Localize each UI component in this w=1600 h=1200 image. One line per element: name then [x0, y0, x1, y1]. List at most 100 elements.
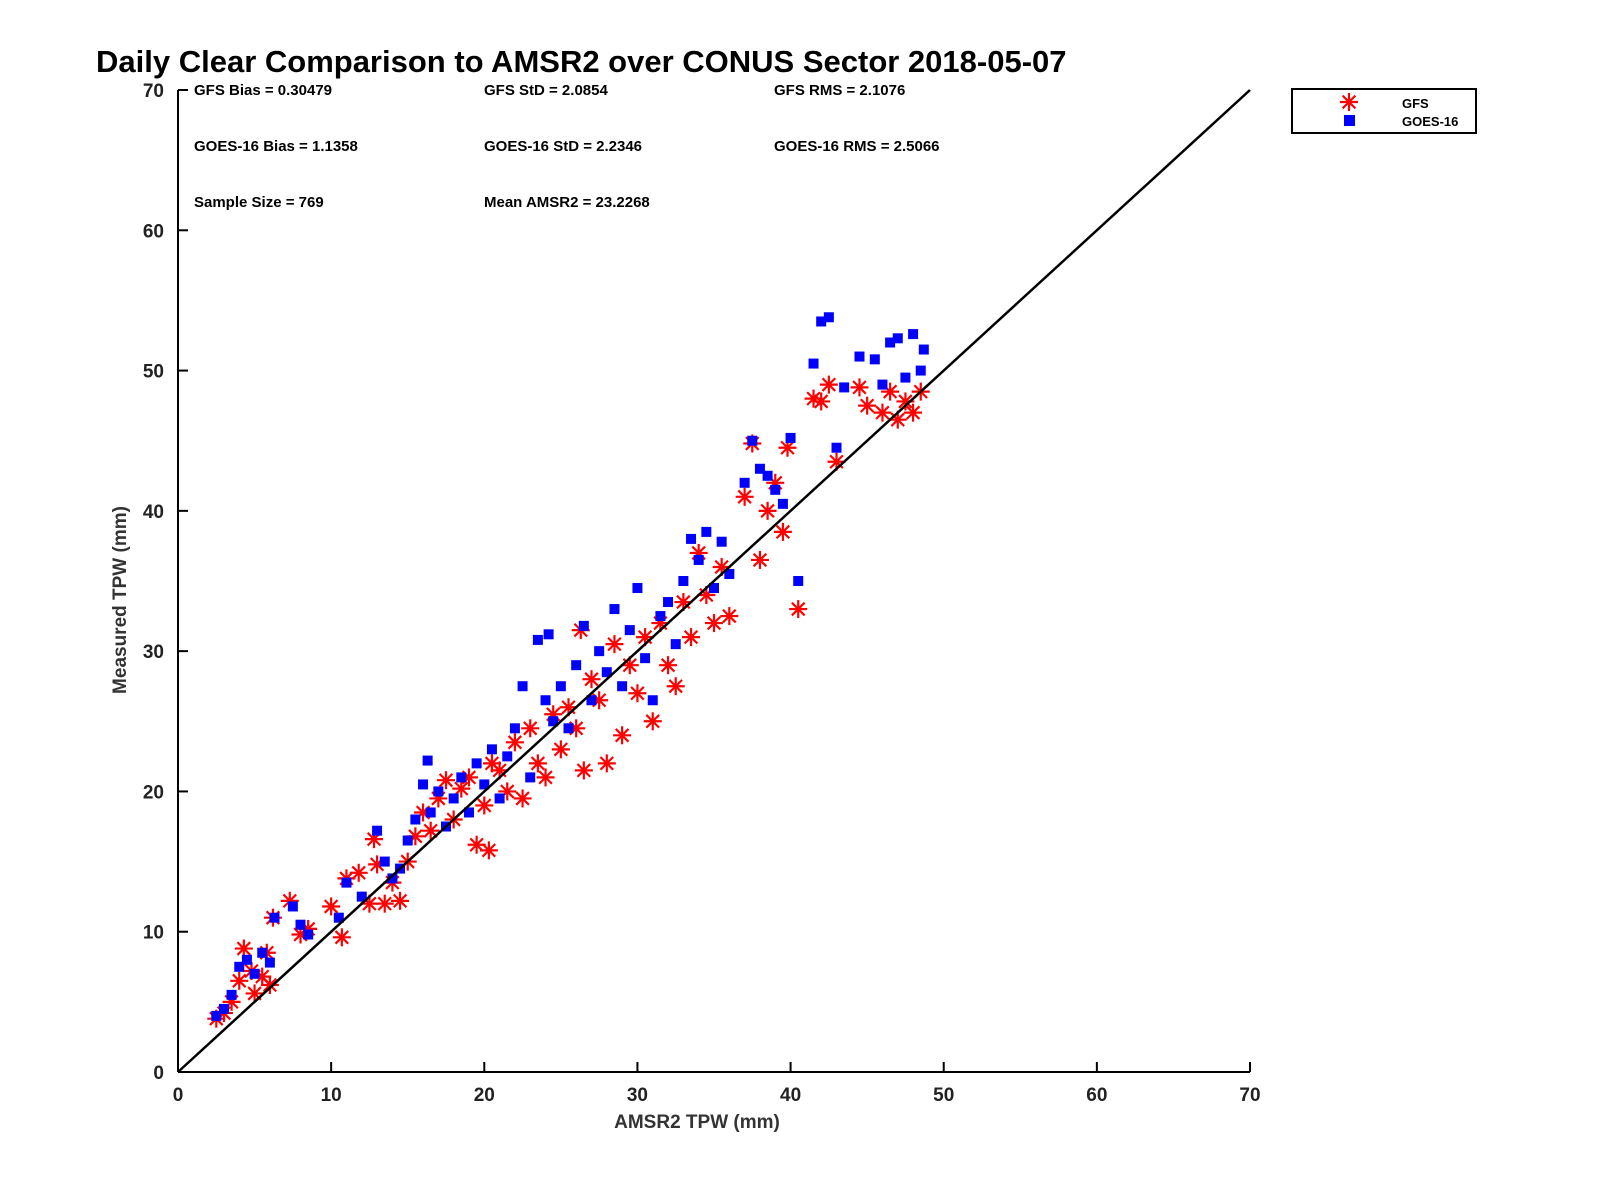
goes-16-point	[563, 723, 574, 734]
goes-16-point	[257, 947, 268, 958]
goes-16-point	[249, 968, 260, 979]
gfs-point	[613, 726, 632, 745]
goes-16-point	[908, 329, 919, 340]
gfs-point	[735, 487, 754, 506]
goes-16-point	[379, 856, 390, 867]
goes-16-point	[540, 695, 551, 706]
goes-16-point	[724, 568, 735, 579]
gfs-point	[659, 656, 678, 675]
goes-16-point	[410, 814, 421, 825]
gfs-point	[873, 403, 892, 422]
gfs-point	[720, 607, 739, 626]
gfs-point	[498, 782, 517, 801]
goes-16-point	[762, 470, 773, 481]
stat-sample-size: Sample Size = 769	[194, 194, 324, 211]
gfs-point	[322, 897, 341, 916]
goes-16-point	[548, 716, 559, 727]
goes-16-point	[915, 365, 926, 376]
stat-goes-bias: GOES-16 Bias = 1.1358	[194, 138, 358, 155]
goes-16-point	[617, 681, 628, 692]
goes-16-point	[918, 344, 929, 355]
gfs-point	[234, 939, 253, 958]
goes-16-point	[578, 620, 589, 631]
goes-16-point	[655, 611, 666, 622]
x-tick-label: 70	[1239, 1085, 1260, 1106]
goes-16-point	[448, 793, 459, 804]
gfs-point	[536, 768, 555, 787]
goes-16-point	[226, 989, 237, 1000]
y-tick-label: 20	[143, 782, 164, 803]
goes-16-point	[831, 442, 842, 453]
goes-16-point	[402, 835, 413, 846]
goes-16-point	[624, 625, 635, 636]
gfs-point	[528, 754, 547, 773]
gfs-point	[666, 677, 685, 696]
goes-16-point	[456, 772, 467, 783]
goes-16-point	[422, 755, 433, 766]
goes-16-point	[433, 786, 444, 797]
gfs-point	[421, 821, 440, 840]
x-tick-label: 10	[321, 1085, 342, 1106]
goes-16-point	[609, 604, 620, 615]
goes-16-point	[670, 639, 681, 650]
goes-16-point	[479, 779, 490, 790]
goes-16-point	[218, 1003, 229, 1014]
stat-mean-amsr2: Mean AMSR2 = 23.2268	[484, 194, 650, 211]
goes-16-point	[269, 912, 280, 923]
goes-16-point	[241, 954, 252, 965]
gfs-point	[605, 635, 624, 654]
stat-gfs-std: GFS StD = 2.0854	[484, 82, 608, 99]
legend-gfs-marker	[1340, 93, 1358, 111]
goes-16-point	[486, 744, 497, 755]
goes-16-point	[663, 597, 674, 608]
gfs-point	[582, 670, 601, 689]
goes-16-point	[517, 681, 528, 692]
gfs-point	[850, 378, 869, 397]
goes-16-point	[739, 477, 750, 488]
goes-16-point	[387, 873, 398, 884]
goes-16-point	[341, 877, 352, 888]
goes-16-point	[793, 576, 804, 586]
goes-16-point	[333, 912, 344, 923]
gfs-point	[574, 761, 593, 780]
gfs-point	[479, 841, 498, 860]
goes-16-point	[425, 807, 436, 818]
stat-goes-std: GOES-16 StD = 2.2346	[484, 138, 642, 155]
gfs-point	[643, 712, 662, 731]
y-tick-label: 50	[143, 362, 164, 383]
goes-16-point	[839, 382, 850, 393]
gfs-point	[750, 550, 769, 569]
goes-16-point	[532, 634, 543, 645]
legend-box	[1291, 88, 1477, 134]
one-to-one-line	[177, 89, 1251, 1073]
gfs-point	[682, 628, 701, 647]
x-tick-label: 20	[474, 1085, 495, 1106]
goes-16-point	[816, 316, 827, 327]
goes-16-point	[785, 432, 796, 443]
gfs-point	[773, 522, 792, 541]
gfs-point	[375, 894, 394, 913]
gfs-point	[904, 403, 923, 422]
stat-goes-rms: GOES-16 RMS = 2.5066	[774, 138, 940, 155]
gfs-point	[260, 976, 279, 995]
goes-16-point	[418, 779, 429, 790]
gfs-point	[391, 891, 410, 910]
goes-16-point	[632, 583, 643, 594]
goes-16-point	[640, 653, 651, 664]
gfs-point	[245, 984, 264, 1003]
gfs-point	[758, 501, 777, 520]
y-tick-label: 0	[153, 1063, 164, 1084]
y-axis-label: Measured TPW (mm)	[110, 506, 131, 694]
goes-16-point	[854, 351, 865, 362]
goes-16-point	[686, 533, 697, 544]
gfs-point	[812, 392, 831, 411]
legend-goes-marker	[1344, 115, 1355, 126]
gfs-point	[551, 740, 570, 759]
gfs-point	[475, 796, 494, 815]
goes-16-point	[295, 919, 306, 930]
gfs-point	[349, 863, 368, 882]
y-tick-label: 70	[143, 81, 164, 102]
goes-16-point	[471, 758, 482, 769]
goes-16-point	[716, 536, 727, 547]
goes-16-point	[900, 372, 911, 383]
